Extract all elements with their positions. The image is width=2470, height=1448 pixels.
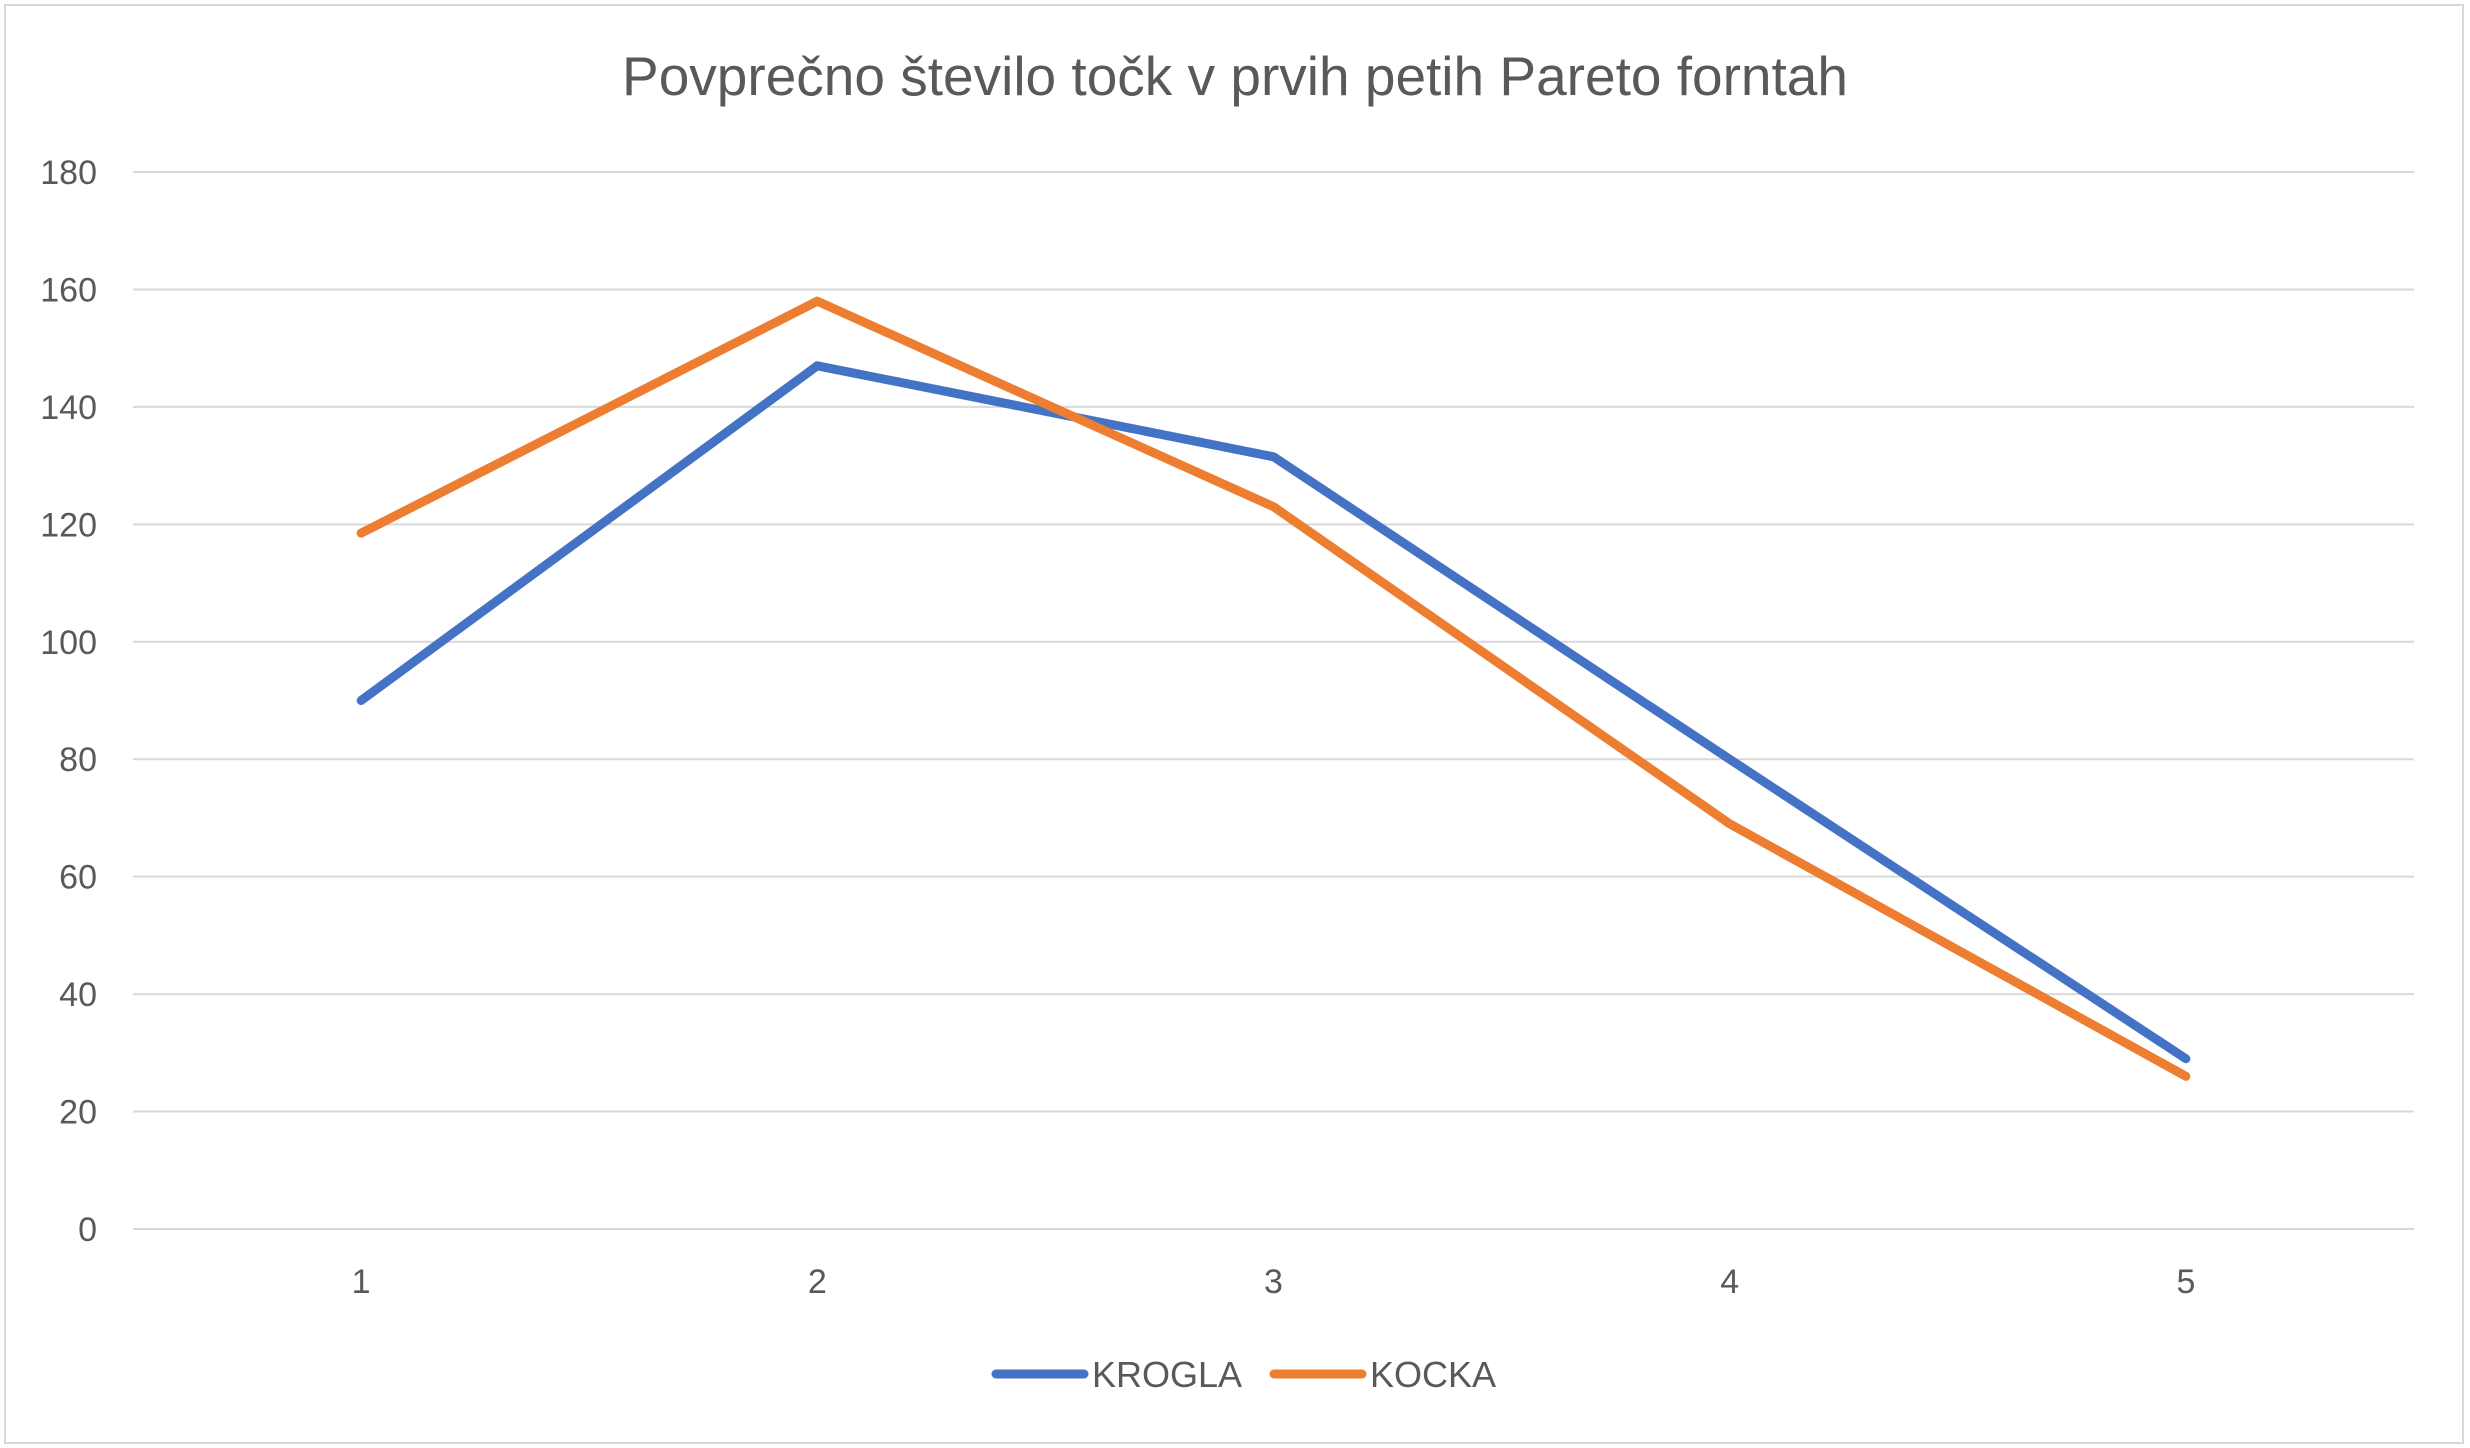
y-tick-label: 40: [59, 976, 97, 1014]
legend: KROGLA KOCKA: [991, 1354, 1496, 1395]
legend-label-krogla: KROGLA: [1092, 1354, 1242, 1395]
series-line-kocka: [356, 296, 2191, 1081]
x-tick-label: 5: [2176, 1263, 2195, 1301]
chart-frame: [4, 4, 2464, 1444]
y-tick-label: 60: [59, 859, 97, 897]
x-tick-label: 1: [352, 1263, 371, 1301]
y-tick-label: 100: [40, 624, 97, 662]
gridlines: [133, 171, 2414, 1230]
y-tick-label: 80: [59, 741, 97, 779]
y-tick-label: 160: [40, 271, 97, 309]
legend-label-kocka: KOCKA: [1370, 1354, 1496, 1395]
y-tick-label: 140: [40, 389, 97, 427]
y-tick-label: 20: [59, 1094, 97, 1132]
x-tick-label: 2: [808, 1263, 827, 1301]
x-tick-label: 4: [1720, 1263, 1739, 1301]
x-axis: 1 2 3 4 5: [352, 1263, 2196, 1301]
series-line-krogla: [356, 361, 2191, 1064]
y-axis: 0 20 40 60 80 100 120 140 160 180: [40, 154, 97, 1249]
chart-title: Povprečno število točk v prvih petih Par…: [622, 45, 1848, 107]
y-tick-label: 120: [40, 506, 97, 544]
x-tick-label: 3: [1264, 1263, 1283, 1301]
y-tick-label: 0: [78, 1211, 97, 1249]
series-lines: [356, 296, 2191, 1081]
y-tick-label: 180: [40, 154, 97, 192]
